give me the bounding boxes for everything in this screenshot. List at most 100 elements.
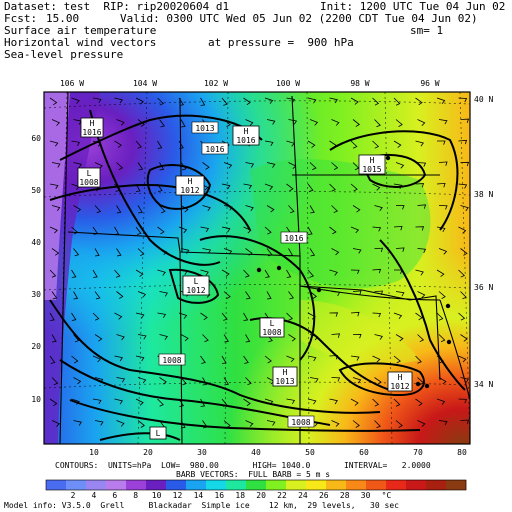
- wind-barb: [180, 248, 190, 254]
- wind-barb: [92, 312, 100, 321]
- svg-text:1008: 1008: [79, 178, 98, 187]
- wind-barb: [438, 334, 446, 343]
- colorbar-swatch: [346, 480, 367, 490]
- wind-barb: [394, 269, 403, 274]
- colorbar-swatch: [66, 480, 87, 490]
- colorbar-label: 28: [340, 491, 350, 500]
- contour-label: 1016: [280, 231, 308, 244]
- wind-barb: [157, 97, 164, 106]
- wind-barb: [436, 226, 446, 233]
- wind-barb: [309, 291, 318, 299]
- svg-text:H: H: [370, 156, 375, 165]
- wind-barb: [180, 420, 186, 429]
- wind-barb: [116, 119, 125, 126]
- wind-barb: [309, 162, 317, 171]
- high-center: H 1012: [175, 175, 205, 196]
- svg-text:1012: 1012: [186, 286, 205, 295]
- init-time: Init: 1200 UTC Tue 04 Jun 02: [320, 0, 506, 13]
- wind-barb: [415, 269, 424, 276]
- wind-barb: [135, 355, 145, 362]
- svg-text:L: L: [156, 429, 161, 438]
- wind-barb: [49, 355, 56, 364]
- wind-barb: [417, 119, 426, 126]
- wind-barb: [264, 226, 272, 235]
- svg-text:H: H: [244, 127, 249, 136]
- wind-barb: [137, 119, 146, 127]
- wind-barb: [157, 312, 167, 319]
- wind-barb: [438, 248, 448, 255]
- wind-barb: [221, 226, 231, 233]
- colorbar-label: 22: [277, 491, 287, 500]
- wind-barb: [51, 420, 60, 427]
- wind-barb: [94, 248, 100, 257]
- wind-barb: [223, 377, 229, 386]
- wind-barb: [437, 140, 446, 145]
- wind-barb: [223, 248, 233, 255]
- wind-barb: [393, 355, 401, 364]
- map-frame: [43, 91, 471, 445]
- high-center: H 1013: [272, 366, 298, 387]
- wind-barb: [159, 248, 168, 255]
- wind-barb: [221, 355, 227, 364]
- wind-barb: [307, 183, 314, 192]
- wind-barb: [329, 312, 339, 317]
- wind-barb: [350, 226, 360, 234]
- wind-barb: [460, 334, 468, 342]
- wind-barb: [180, 334, 189, 342]
- wind-barb: [307, 226, 313, 235]
- wind-barb: [372, 268, 382, 274]
- wind-barb: [245, 420, 254, 427]
- svg-text:H: H: [283, 368, 288, 377]
- wind-barb: [393, 312, 403, 319]
- wind-barb: [245, 377, 252, 386]
- wind-barb: [202, 377, 208, 386]
- wind-barb: [135, 183, 141, 192]
- wind-barb: [243, 269, 250, 278]
- wind-barb: [202, 248, 212, 254]
- colorbar-swatch: [46, 480, 67, 490]
- wind-barb: [178, 226, 188, 234]
- wind-barb: [114, 140, 123, 148]
- wind-barb: [415, 312, 423, 321]
- wind-barb: [460, 118, 470, 124]
- wind-barb: [245, 162, 255, 168]
- low-center: L 1008: [77, 167, 101, 188]
- valid-time: Valid: 0300 UTC Wed 05 Jun 02 (2200 CDT …: [120, 12, 478, 25]
- station-dots: [256, 155, 452, 389]
- contour-label: 1008: [287, 415, 315, 428]
- wind-barb: [92, 97, 102, 104]
- wind-barb: [374, 377, 382, 385]
- wind-barb: [202, 334, 209, 343]
- colorbar-swatch: [246, 480, 267, 490]
- wind-barb: [286, 183, 294, 192]
- wind-barb: [331, 291, 341, 297]
- wind-barb: [94, 377, 104, 383]
- wind-barb: [116, 291, 124, 299]
- wind-barb: [200, 398, 206, 407]
- barb-info: BARB VECTORS: FULL BARB = 5 m s: [176, 470, 331, 479]
- wind-barb: [49, 398, 58, 407]
- svg-text:H: H: [188, 177, 193, 186]
- wind-barb: [223, 334, 229, 343]
- low-center: L 1012: [182, 275, 210, 296]
- contour-label: 1016: [201, 142, 229, 155]
- low-center: L 1008: [259, 317, 285, 338]
- wind-barb: [458, 183, 468, 189]
- svg-text:1012: 1012: [180, 186, 199, 195]
- forecast-hours: 15.00: [46, 12, 80, 25]
- wind-barb: [309, 248, 316, 257]
- wind-barb: [223, 420, 231, 428]
- wind-barb: [243, 226, 252, 234]
- wind-barb: [92, 355, 102, 363]
- wind-barb: [51, 205, 61, 212]
- wind-barb: [94, 420, 104, 426]
- svg-text:60: 60: [359, 448, 369, 457]
- wind-barb: [137, 377, 147, 384]
- wind-barb: [288, 248, 294, 257]
- wind-barb: [159, 291, 168, 297]
- wind-barb: [286, 97, 296, 104]
- wind-barb: [329, 183, 336, 192]
- wind-barb: [157, 140, 163, 149]
- wind-barb: [221, 183, 231, 190]
- wind-barb: [73, 162, 82, 168]
